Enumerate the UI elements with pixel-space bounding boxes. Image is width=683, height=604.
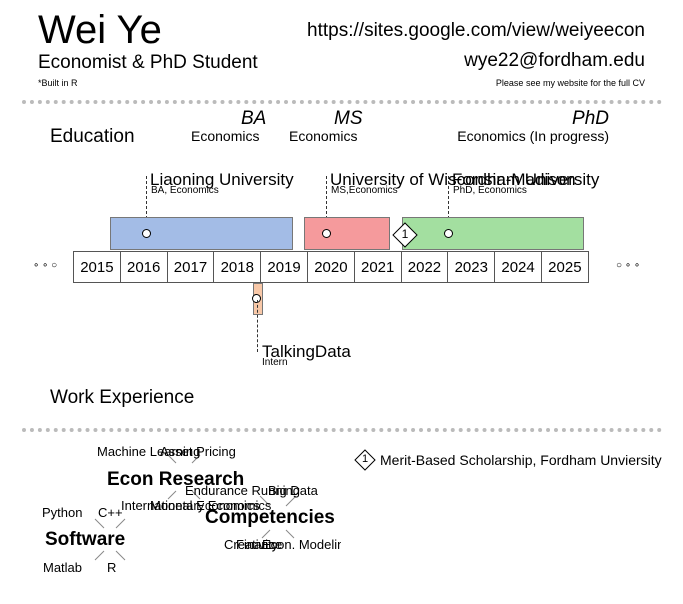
degree-ms: MS <box>334 108 363 129</box>
skills-connectors <box>94 454 297 561</box>
work-experience-heading: Work Experience <box>50 387 195 408</box>
skill-python: Python <box>42 505 83 520</box>
skill-big-data: Big Data <box>268 483 318 498</box>
year-cell: 2016 <box>119 251 168 283</box>
award-legend-text: Merit-Based Scholarship, Fordham Unviers… <box>380 452 662 468</box>
year-cell: 2015 <box>73 251 121 283</box>
skill-econ-modeling: Econ. Modeling <box>262 537 341 552</box>
email-link[interactable]: wye22@fordham.edu <box>464 50 645 71</box>
name-heading: Wei Ye <box>38 8 162 52</box>
year-row: 2015 2016 2017 2018 2019 2020 2021 2022 … <box>73 251 589 283</box>
degree-ba-field: Economics <box>191 128 260 144</box>
separator-top <box>22 100 662 104</box>
degree-ba: BA <box>241 108 267 129</box>
institution-fordham: Fordham University <box>452 170 600 189</box>
institution-liaoning: Liaoning University <box>150 170 294 189</box>
award-marker-number: 1 <box>401 227 409 241</box>
skill-r: R <box>107 560 117 575</box>
degree-phd: PhD <box>572 108 609 129</box>
year-cell: 2021 <box>353 251 402 283</box>
year-cell: 2017 <box>166 251 215 283</box>
year-cell: 2025 <box>540 251 589 283</box>
built-note: *Built in R <box>38 78 78 88</box>
cv-note: Please see my website for the full CV <box>495 78 645 88</box>
year-cell: 2019 <box>260 251 308 283</box>
degree-phd-field: Economics (In progress) <box>457 128 609 144</box>
institution-fordham-detail: PhD, Economics <box>453 185 527 196</box>
skill-endurance-running: Endurance Running <box>185 483 300 498</box>
skill-finance: Finance <box>236 537 283 552</box>
skill-group-econ-research: Econ Research <box>107 469 245 490</box>
ba-period-bar <box>110 217 293 250</box>
skill-group-software: Software <box>45 529 126 550</box>
separator-bottom <box>22 428 662 432</box>
institution-liaoning-detail: BA, Economics <box>151 185 219 196</box>
education-heading: Education <box>50 126 135 147</box>
timeline-right-dots: ○ ∘ ∘ <box>616 260 641 271</box>
award-diamond-icon <box>392 222 418 248</box>
skill-group-competencies: Competencies <box>205 507 335 528</box>
leader-fordham <box>448 176 449 234</box>
institution-wisconsin: University of Wisconsin-Madison <box>330 170 576 189</box>
year-cell: 2024 <box>494 251 542 283</box>
work-company: TalkingData <box>262 342 351 361</box>
year-cell: 2018 <box>213 251 262 283</box>
marker-wisconsin <box>322 229 331 238</box>
ms-period-bar <box>304 217 390 250</box>
skill-cpp: C++ <box>98 505 123 520</box>
subtitle: Economist & PhD Student <box>38 52 258 73</box>
award-legend-number: 1 <box>361 453 369 465</box>
degree-ms-field: Economics <box>289 128 358 144</box>
year-cell: 2020 <box>306 251 355 283</box>
skill-creativity: Creativity <box>224 537 279 552</box>
website-link[interactable]: https://sites.google.com/view/weiyeecon <box>307 20 645 41</box>
year-cell: 2023 <box>447 251 496 283</box>
skill-international-economics: International Economics <box>121 498 260 513</box>
skill-asset-pricing: Asset Pricing <box>160 444 236 459</box>
skill-machine-learning: Machine Learning <box>97 444 201 459</box>
leader-wisconsin <box>326 176 327 234</box>
institution-wisconsin-detail: MS,Economics <box>331 185 398 196</box>
timeline-left-dots: ∘ ∘ ○ <box>33 260 58 271</box>
skill-monetary-economics: Monetary Economics <box>150 498 272 513</box>
award-legend-diamond-icon <box>354 449 376 471</box>
year-cell: 2022 <box>400 251 449 283</box>
leader-talkingdata <box>257 300 258 352</box>
marker-talkingdata <box>252 294 261 303</box>
skill-matlab: Matlab <box>43 560 83 575</box>
work-role: Intern <box>262 357 288 368</box>
phd-period-bar <box>402 217 584 250</box>
marker-liaoning <box>142 229 151 238</box>
leader-liaoning <box>146 176 147 234</box>
marker-fordham <box>444 229 453 238</box>
